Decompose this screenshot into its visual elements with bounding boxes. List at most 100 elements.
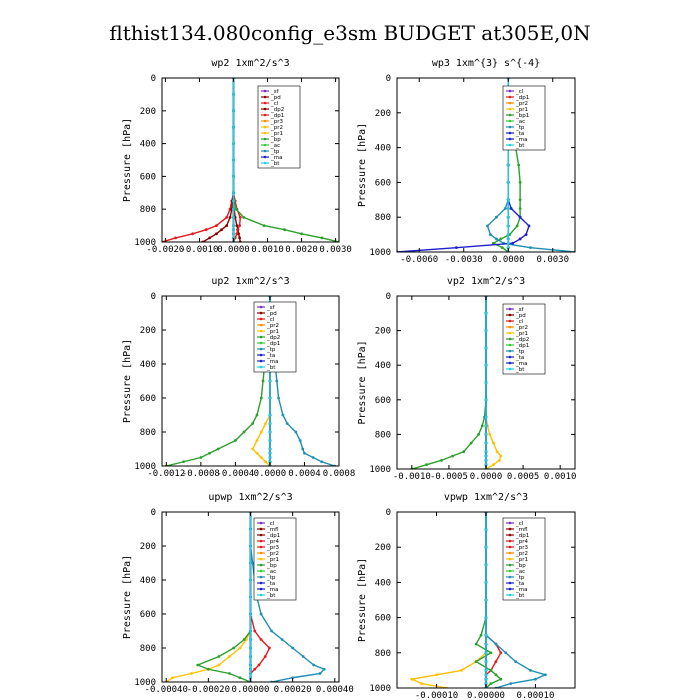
data-point	[301, 655, 305, 658]
legend-entry: _pr4	[257, 539, 280, 545]
data-point	[492, 463, 495, 467]
data-point	[518, 181, 522, 184]
legend-marker	[259, 329, 263, 333]
panel-wp2: wp2 1xm^2/s^3 Pressure [hPa] -0.0020-0.001…	[122, 58, 352, 255]
data-point	[484, 598, 488, 602]
data-point	[255, 439, 259, 442]
data-point	[255, 413, 259, 417]
data-point	[517, 163, 521, 167]
data-point	[232, 216, 235, 219]
data-point	[484, 433, 488, 436]
legend-label: _tp	[515, 349, 525, 355]
x-tick-label: -0.0030	[445, 255, 483, 265]
legend-label: _ma	[266, 359, 278, 365]
data-point	[320, 236, 324, 240]
data-point	[469, 441, 473, 445]
data-point	[484, 458, 488, 462]
legend-label: _ta	[515, 355, 524, 361]
legend-entry: _dp1	[506, 533, 529, 539]
data-point	[261, 379, 265, 383]
legend-entry: _sf	[257, 305, 276, 311]
legend-entry: _ta	[506, 131, 524, 137]
legend-label: _bp	[515, 563, 526, 569]
x-tick-label: -0.00010	[415, 691, 458, 700]
y-axis-label: Pressure [hPa]	[122, 118, 133, 202]
legend-label: _ta	[266, 353, 275, 359]
data-point	[509, 682, 513, 685]
legend-label: _pr3	[515, 545, 529, 551]
legend-marker	[259, 521, 263, 525]
data-point	[479, 633, 483, 637]
y-tick-label: 0	[386, 508, 391, 518]
series-cl	[162, 78, 235, 242]
legend-label: _pr3	[266, 545, 280, 551]
data-point	[171, 676, 174, 680]
data-point	[232, 125, 235, 129]
legend-marker	[508, 331, 512, 335]
data-point	[477, 433, 480, 436]
data-point	[249, 667, 252, 671]
legend-marker	[508, 527, 512, 531]
data-point	[494, 673, 498, 677]
data-point	[232, 175, 235, 178]
legend-marker	[508, 107, 512, 111]
legend-entry: _pd	[261, 95, 281, 101]
y-tick-label: 200	[375, 543, 391, 553]
legend-label: _pr4	[266, 539, 280, 545]
data-point	[249, 561, 252, 565]
legend-entry: _cl	[506, 319, 524, 325]
data-point	[484, 673, 488, 677]
data-point	[216, 447, 220, 451]
legend-entry: _tp	[257, 575, 276, 581]
data-point	[484, 381, 488, 384]
x-tick-label: -0.0060	[400, 255, 438, 265]
data-point	[499, 651, 503, 655]
data-point	[506, 241, 510, 245]
legend-marker	[263, 107, 267, 111]
series-dp2	[410, 296, 488, 469]
data-point	[506, 246, 510, 250]
panel-title: vp2 1xm^2/s^3	[447, 276, 525, 287]
data-point	[174, 236, 178, 240]
data-point	[264, 422, 268, 425]
legend-marker	[263, 137, 267, 141]
data-point	[506, 237, 510, 241]
legend-label: _pr2	[515, 325, 528, 331]
y-tick-label: 0	[386, 292, 391, 302]
x-tick-label: -0.0010	[393, 472, 431, 482]
legend-label: _tp	[515, 575, 525, 581]
data-point	[280, 638, 284, 641]
y-tick-label: 400	[140, 140, 156, 150]
data-point	[199, 456, 203, 459]
data-point	[249, 612, 252, 616]
legend-label: _sf	[266, 305, 276, 311]
legend-entry: _bp	[257, 563, 277, 569]
legend-entry: _pr3	[257, 545, 280, 551]
legend-label: _pr3	[270, 119, 284, 125]
y-tick-label: 400	[375, 361, 391, 371]
data-point	[262, 224, 266, 228]
legend-entry: _pr4	[506, 539, 529, 545]
y-tick-label: 1000	[134, 462, 156, 472]
legend-label: _cl	[266, 521, 275, 527]
legend-entry: _pr2	[506, 101, 528, 107]
legend-entry: _dp2	[261, 107, 284, 113]
x-tick-label: 0.0005	[507, 472, 540, 482]
legend-entry: _ta	[506, 355, 524, 361]
data-point	[494, 237, 498, 241]
series-bt	[484, 296, 488, 469]
data-point	[524, 233, 528, 237]
data-point	[249, 672, 252, 675]
plot-area	[410, 296, 503, 469]
legend-label: _bp	[270, 137, 281, 143]
legend-label: _pr2	[515, 101, 528, 107]
data-point	[259, 430, 263, 434]
legend-marker	[259, 305, 263, 309]
legend-entry: _bt	[506, 143, 525, 149]
data-point	[514, 660, 518, 663]
legend-label: _pr2	[266, 323, 279, 329]
data-point	[506, 215, 510, 219]
legend-entry: _pr1	[506, 557, 528, 563]
x-tick-label: 0.0004	[288, 469, 321, 479]
